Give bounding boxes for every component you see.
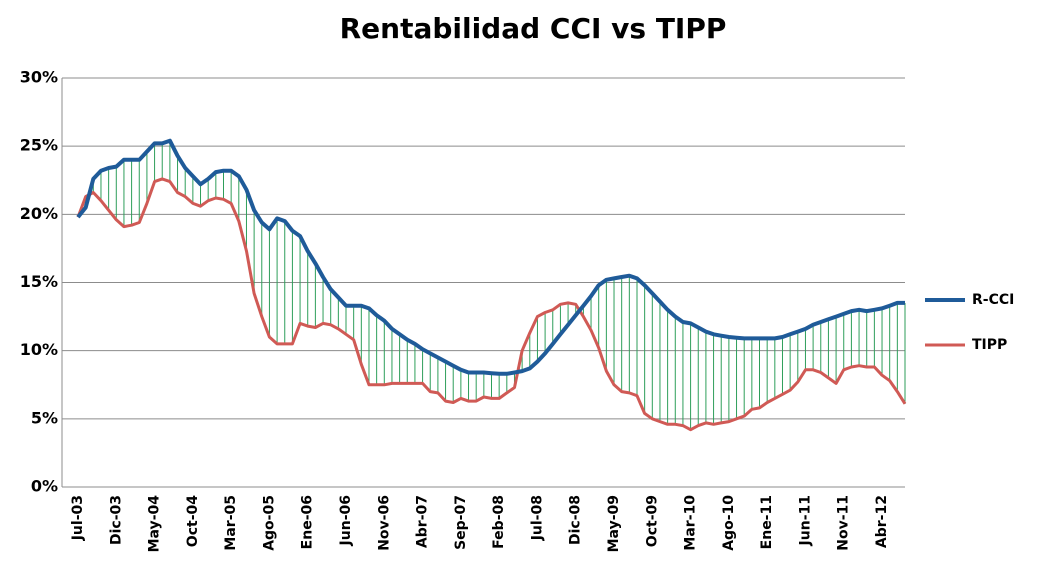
x-tick-label: Oct-04 — [185, 495, 201, 547]
x-tick-label: Oct-09 — [644, 495, 660, 547]
x-tick-label: Ago-05 — [261, 495, 277, 551]
x-tick-label: Dic-08 — [568, 495, 584, 545]
x-tick-label: Abr-12 — [874, 495, 890, 548]
x-tick-label: May-04 — [147, 495, 163, 553]
x-tick-label: Jul-03 — [70, 495, 86, 541]
x-tick-label: Sep-07 — [453, 495, 469, 550]
x-tick-label: Jun-06 — [338, 495, 354, 546]
x-tick-label: Ago-10 — [721, 495, 737, 551]
chart-title: Rentabilidad CCI vs TIPP — [340, 12, 727, 45]
legend-label: TIPP — [972, 337, 1007, 353]
y-tick-label: 15% — [20, 272, 58, 291]
x-tick-label: Dic-03 — [108, 495, 124, 545]
x-tick-label: May-09 — [606, 495, 622, 552]
series-line — [76, 138, 905, 376]
x-tick-label: Jun-11 — [797, 495, 813, 546]
x-tick-label: Mar-10 — [683, 495, 699, 551]
y-tick-label: 20% — [20, 204, 58, 223]
legend-label: R-CCI — [972, 292, 1014, 308]
x-tick-label: Mar-05 — [223, 495, 239, 551]
x-tick-label: Nov-11 — [836, 495, 852, 551]
y-tick-label: 30% — [20, 68, 58, 87]
y-tick-label: 5% — [31, 408, 58, 427]
y-tick-label: 10% — [20, 340, 58, 359]
x-tick-label: Ene-06 — [300, 495, 316, 549]
x-tick-label: Nov-06 — [376, 495, 392, 551]
x-tick-label: Ene-11 — [759, 495, 775, 549]
x-tick-label: Feb-08 — [491, 495, 507, 549]
y-tick-label: 25% — [20, 136, 58, 155]
y-tick-label: 0% — [31, 477, 58, 496]
series-line — [76, 177, 907, 432]
x-tick-label: Abr-07 — [415, 495, 431, 548]
x-tick-label: Jul-08 — [529, 495, 545, 541]
